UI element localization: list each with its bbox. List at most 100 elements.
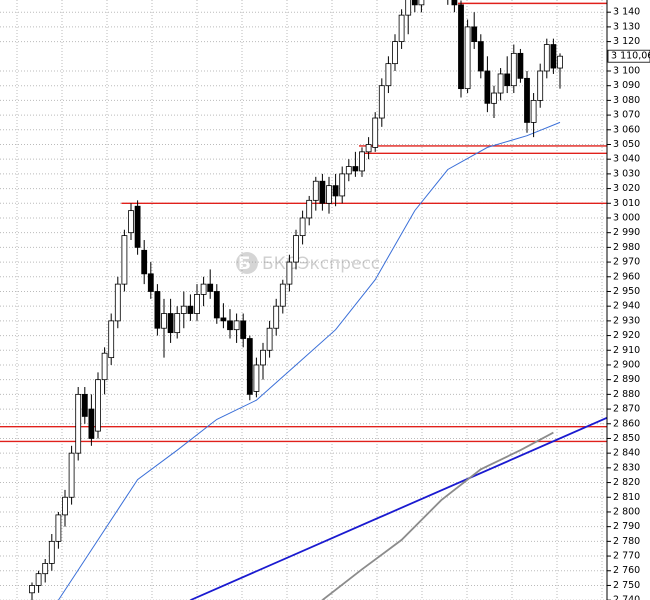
y-tick-label: 3 150 — [613, 0, 640, 3]
candle-body — [332, 185, 339, 197]
candle-body — [405, 0, 412, 16]
candle-body — [471, 26, 478, 42]
y-tick-label: 3 080 — [613, 95, 640, 106]
y-tick-label: 2 820 — [613, 477, 640, 488]
y-tick-label: 3 040 — [613, 154, 640, 165]
candle-body — [365, 144, 372, 153]
candle-body — [286, 261, 293, 285]
y-tick-label: 2 970 — [613, 257, 640, 268]
candle-body — [35, 573, 42, 586]
y-tick-label: 2 870 — [613, 404, 640, 415]
candle-body — [411, 0, 418, 6]
y-tick-label: 3 030 — [613, 168, 640, 179]
y-tick-label: 2 950 — [613, 286, 640, 297]
candle-body — [319, 180, 326, 204]
y-tick-label: 2 760 — [613, 565, 640, 576]
watermark-logo — [236, 252, 258, 274]
candle-body — [108, 320, 115, 359]
last-price-label: 3 110,06 — [611, 51, 650, 62]
watermark-text: БКСЭкспресс — [262, 254, 380, 274]
candle-body — [128, 210, 134, 234]
candle-body — [42, 563, 49, 575]
candle-body — [233, 320, 240, 331]
candle-body — [29, 585, 35, 594]
candle-body — [75, 393, 82, 454]
candle-body — [161, 313, 167, 329]
candle-body — [220, 317, 227, 322]
candle-body — [194, 294, 200, 314]
y-tick-label: 2 740 — [613, 595, 640, 600]
candle-body — [253, 364, 260, 392]
candle-body — [134, 205, 141, 248]
candle-body — [121, 235, 128, 285]
candle-body — [359, 151, 365, 172]
candle-body — [279, 283, 286, 307]
candle-body — [464, 26, 471, 90]
y-tick-label: 2 860 — [613, 418, 640, 429]
candle-body — [510, 52, 517, 87]
candle-body — [339, 173, 346, 197]
candle-body — [530, 99, 537, 123]
candle-body — [167, 313, 174, 334]
candle-body — [398, 14, 405, 42]
candle-body — [497, 73, 504, 94]
moving-average — [321, 431, 554, 600]
moving-average — [57, 121, 561, 600]
y-tick-label: 3 120 — [613, 36, 640, 47]
candle-body — [392, 41, 398, 65]
y-tick-label: 3 070 — [613, 110, 640, 121]
y-tick-label: 3 010 — [613, 198, 640, 209]
y-tick-label: 3 020 — [613, 183, 640, 194]
y-tick-label: 2 990 — [613, 227, 640, 238]
candle-body — [88, 408, 95, 439]
candle-body — [246, 338, 253, 395]
axis-panel — [607, 0, 650, 600]
y-tick-label: 2 890 — [613, 374, 640, 385]
candle-body — [48, 540, 55, 564]
candle-body — [418, 0, 425, 6]
candle-body — [227, 320, 233, 331]
y-tick-label: 2 960 — [613, 271, 640, 282]
candle-body — [187, 305, 194, 314]
candle-body — [68, 452, 75, 498]
y-tick-label: 3 090 — [613, 80, 640, 91]
candle-body — [312, 180, 319, 201]
candle-body — [458, 4, 464, 90]
y-tick-label: 2 780 — [613, 536, 640, 547]
candle-body — [537, 70, 544, 101]
candle-body — [81, 393, 88, 417]
candle-body — [543, 44, 550, 72]
candle-body — [326, 185, 332, 204]
y-tick-label: 3 050 — [613, 139, 640, 150]
y-tick-label: 2 880 — [613, 389, 640, 400]
candle-body — [147, 273, 154, 292]
candle-body — [550, 44, 557, 69]
candle-body — [154, 291, 161, 329]
last-price-box — [607, 49, 650, 63]
y-tick-label: 3 000 — [613, 212, 640, 223]
y-tick-label: 2 800 — [613, 506, 640, 517]
candle-body — [484, 70, 491, 104]
candle-body — [114, 283, 121, 322]
candle-body — [491, 92, 497, 104]
candle-body — [517, 52, 524, 79]
candle-body — [299, 217, 306, 237]
y-tick-label: 3 060 — [613, 124, 640, 135]
candle-body — [200, 283, 207, 295]
candle-body — [266, 327, 273, 351]
y-tick-label: 2 840 — [613, 448, 640, 459]
candle-body — [240, 320, 247, 339]
candle-body — [557, 55, 563, 69]
y-tick-label: 2 900 — [613, 359, 640, 370]
candle-body — [293, 235, 299, 263]
candle-body — [260, 349, 266, 366]
y-tick-label: 3 140 — [613, 7, 640, 18]
y-tick-label: 2 770 — [613, 551, 640, 562]
y-tick-label: 2 940 — [613, 301, 640, 312]
candle-body — [378, 85, 385, 119]
candle-body — [141, 249, 148, 275]
trendline — [190, 417, 607, 600]
